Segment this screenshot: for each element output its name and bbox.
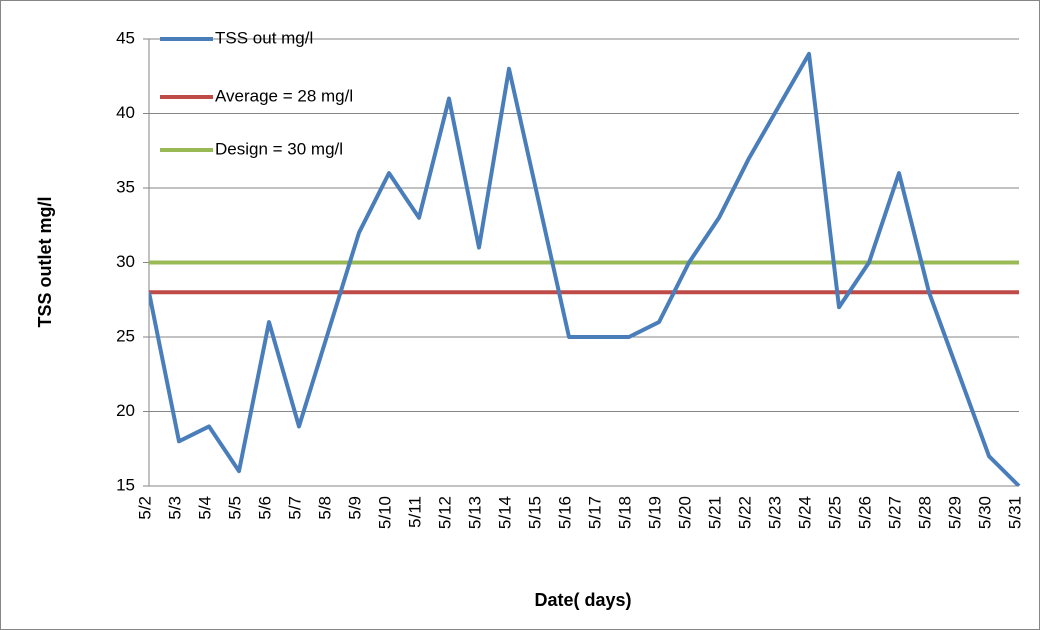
y-tick-label: 25: [116, 326, 135, 345]
legend-label: Design = 30 mg/l: [215, 139, 343, 158]
x-tick-label: 5/2: [135, 496, 154, 520]
x-tick-label: 5/23: [765, 496, 784, 529]
x-tick-label: 5/28: [915, 496, 934, 529]
x-tick-label: 5/29: [945, 496, 964, 529]
x-tick-label: 5/30: [975, 496, 994, 529]
x-tick-label: 5/21: [705, 496, 724, 529]
x-tick-label: 5/6: [255, 496, 274, 520]
legend-label: TSS out mg/l: [215, 28, 313, 47]
x-tick-label: 5/14: [495, 496, 514, 529]
x-tick-label: 5/17: [585, 496, 604, 529]
y-tick-label: 40: [116, 103, 135, 122]
y-tick-label: 15: [116, 475, 135, 494]
x-tick-label: 5/22: [735, 496, 754, 529]
x-tick-label: 5/31: [1005, 496, 1024, 529]
legend-label: Average = 28 mg/l: [215, 86, 353, 105]
x-tick-label: 5/11: [405, 496, 424, 528]
x-tick-label: 5/25: [825, 496, 844, 529]
x-tick-label: 5/4: [195, 496, 214, 520]
y-tick-label: 45: [116, 28, 135, 47]
y-tick-label: 35: [116, 177, 135, 196]
y-axis-title: TSS outlet mg/l: [35, 196, 55, 327]
y-tick-label: 30: [116, 252, 135, 271]
x-tick-label: 5/27: [885, 496, 904, 529]
x-tick-label: 5/10: [375, 496, 394, 529]
x-tick-label: 5/5: [225, 496, 244, 520]
x-axis-title: Date( days): [534, 590, 631, 610]
x-tick-label: 5/19: [645, 496, 664, 529]
x-tick-label: 5/16: [555, 496, 574, 529]
x-tick-label: 5/15: [525, 496, 544, 529]
x-tick-label: 5/8: [315, 496, 334, 520]
x-tick-label: 5/18: [615, 496, 634, 529]
x-tick-label: 5/12: [435, 496, 454, 529]
x-tick-label: 5/7: [285, 496, 304, 520]
x-tick-label: 5/3: [165, 496, 184, 520]
x-tick-label: 5/24: [795, 496, 814, 529]
x-tick-label: 5/13: [465, 496, 484, 529]
x-tick-label: 5/9: [345, 496, 364, 520]
x-tick-label: 5/26: [855, 496, 874, 529]
x-tick-label: 5/20: [675, 496, 694, 529]
series-line: [149, 51, 1021, 486]
y-tick-label: 20: [116, 401, 135, 420]
